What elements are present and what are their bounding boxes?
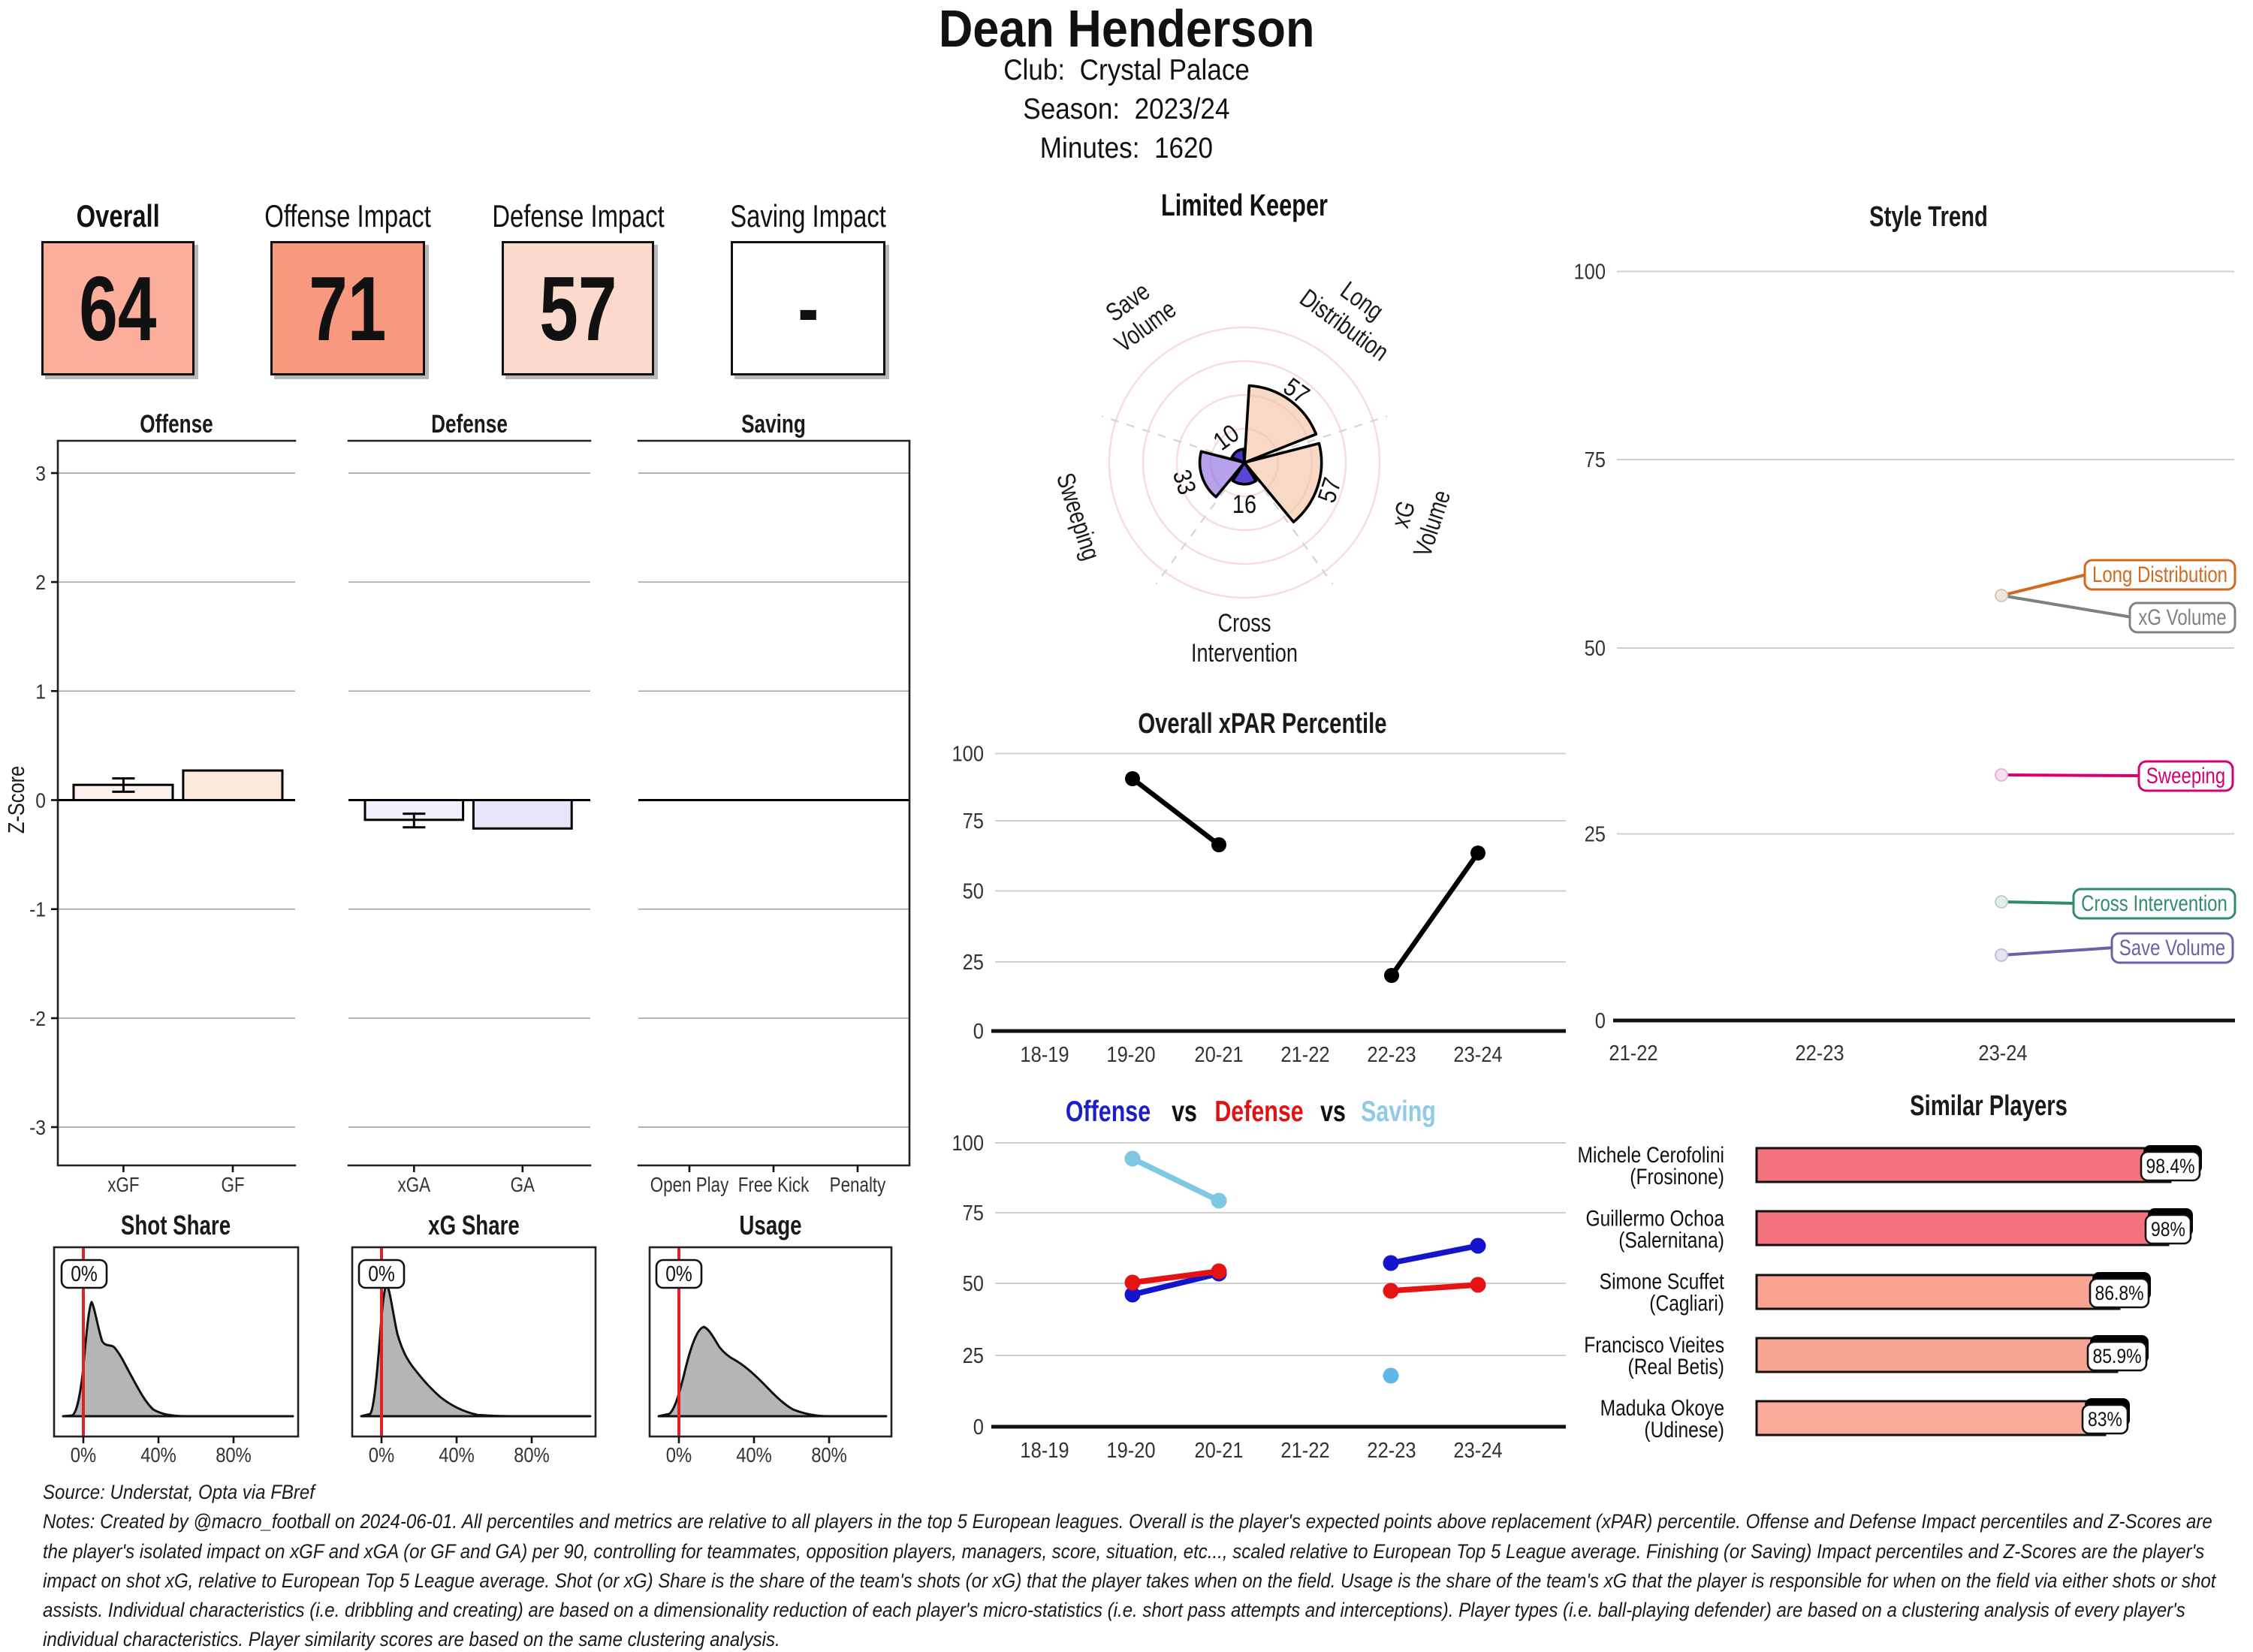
- svg-text:Save Volume: Save Volume: [2119, 934, 2225, 960]
- svg-text:23-24: 23-24: [1978, 1040, 2027, 1065]
- svg-text:19-20: 19-20: [1106, 1042, 1155, 1066]
- svg-text:40%: 40%: [736, 1442, 772, 1467]
- svg-text:0: 0: [35, 788, 46, 812]
- svg-text:22-23: 22-23: [1367, 1437, 1416, 1462]
- svg-text:20-21: 20-21: [1194, 1042, 1243, 1066]
- svg-text:Similar Players: Similar Players: [1910, 1090, 2068, 1122]
- svg-text:83%: 83%: [2088, 1408, 2122, 1430]
- svg-text:Open Play: Open Play: [650, 1174, 729, 1197]
- svg-text:Guillermo Ochoa: Guillermo Ochoa: [1585, 1205, 1724, 1231]
- svg-text:20-21: 20-21: [1194, 1437, 1243, 1462]
- svg-text:Overall xPAR Percentile: Overall xPAR Percentile: [1138, 707, 1386, 740]
- svg-text:80%: 80%: [216, 1442, 252, 1467]
- svg-text:25: 25: [1585, 821, 1606, 846]
- svg-text:85.9%: 85.9%: [2092, 1345, 2141, 1367]
- svg-text:23-24: 23-24: [1453, 1042, 1502, 1066]
- svg-text:19-20: 19-20: [1106, 1437, 1155, 1462]
- svg-text:Penalty: Penalty: [830, 1174, 886, 1197]
- svg-text:Saving: Saving: [741, 411, 806, 439]
- svg-text:0%: 0%: [665, 1262, 692, 1286]
- svg-text:0: 0: [973, 1018, 984, 1043]
- svg-text:22-23: 22-23: [1367, 1042, 1416, 1066]
- svg-text:80%: 80%: [811, 1442, 847, 1467]
- svg-text:100: 100: [952, 1130, 984, 1155]
- svg-text:xGF: xGF: [107, 1174, 139, 1197]
- svg-text:75: 75: [1585, 447, 1606, 472]
- svg-text:Maduka Okoye: Maduka Okoye: [1600, 1395, 1724, 1421]
- svg-text:GA: GA: [511, 1174, 535, 1197]
- svg-text:0%: 0%: [71, 1442, 96, 1467]
- svg-text:Free Kick: Free Kick: [738, 1174, 810, 1197]
- svg-text:Sweeping: Sweeping: [1051, 469, 1106, 563]
- svg-text:(Cagliari): (Cagliari): [1649, 1290, 1724, 1316]
- svg-text:23-24: 23-24: [1453, 1437, 1502, 1462]
- svg-text:Limited Keeper: Limited Keeper: [1161, 188, 1328, 222]
- svg-text:0%: 0%: [368, 1262, 395, 1286]
- svg-text:21-22: 21-22: [1280, 1042, 1329, 1066]
- svg-text:40%: 40%: [140, 1442, 176, 1467]
- svg-text:Sweeping: Sweeping: [2146, 762, 2225, 788]
- svg-text:Defense: Defense: [431, 411, 508, 439]
- svg-text:vs: vs: [1320, 1095, 1346, 1127]
- svg-text:xGA: xGA: [398, 1174, 431, 1197]
- svg-text:0: 0: [973, 1414, 984, 1439]
- svg-text:-2: -2: [29, 1006, 46, 1030]
- svg-text:Michele Cerofolini: Michele Cerofolini: [1578, 1142, 1724, 1168]
- svg-text:98%: 98%: [2151, 1218, 2185, 1241]
- svg-text:Offense: Offense: [1066, 1095, 1151, 1127]
- svg-text:xG Share: xG Share: [428, 1210, 520, 1241]
- svg-text:Simone Scuffet: Simone Scuffet: [1600, 1268, 1725, 1294]
- svg-text:0%: 0%: [71, 1262, 98, 1286]
- svg-text:Z-Score: Z-Score: [4, 766, 30, 834]
- svg-text:25: 25: [963, 949, 984, 974]
- svg-text:Long Distribution: Long Distribution: [2092, 561, 2227, 586]
- svg-text:50: 50: [1585, 635, 1606, 660]
- svg-text:100: 100: [952, 741, 984, 766]
- svg-text:0%: 0%: [369, 1442, 394, 1467]
- svg-text:40%: 40%: [439, 1442, 475, 1467]
- svg-text:3: 3: [35, 462, 46, 486]
- svg-text:2: 2: [35, 571, 46, 595]
- svg-text:0: 0: [1595, 1008, 1606, 1032]
- svg-text:1: 1: [35, 680, 46, 704]
- svg-text:Usage: Usage: [739, 1210, 801, 1241]
- svg-text:Cross Intervention: Cross Intervention: [2081, 890, 2227, 915]
- svg-text:57: 57: [1312, 474, 1347, 506]
- svg-text:75: 75: [963, 1200, 984, 1225]
- svg-text:GF: GF: [221, 1174, 244, 1197]
- svg-text:50: 50: [963, 879, 984, 903]
- svg-text:18-19: 18-19: [1020, 1042, 1069, 1066]
- svg-text:33: 33: [1167, 466, 1202, 499]
- svg-text:100: 100: [1573, 259, 1606, 284]
- svg-text:(Real Betis): (Real Betis): [1628, 1354, 1724, 1379]
- svg-text:Intervention: Intervention: [1191, 638, 1298, 668]
- svg-text:-1: -1: [29, 897, 46, 921]
- svg-text:25: 25: [963, 1343, 984, 1367]
- svg-text:86.8%: 86.8%: [2095, 1282, 2143, 1304]
- svg-text:(Salernitana): (Salernitana): [1618, 1227, 1724, 1253]
- svg-text:-3: -3: [29, 1116, 46, 1140]
- svg-text:21-22: 21-22: [1280, 1437, 1329, 1462]
- svg-text:Defense: Defense: [1214, 1095, 1303, 1127]
- svg-text:Francisco Vieites: Francisco Vieites: [1584, 1332, 1724, 1358]
- svg-text:xG Volume: xG Volume: [2138, 604, 2226, 629]
- svg-text:98.4%: 98.4%: [2146, 1155, 2194, 1177]
- svg-text:18-19: 18-19: [1020, 1437, 1069, 1462]
- svg-text:Saving: Saving: [1361, 1095, 1436, 1127]
- svg-text:21-22: 21-22: [1609, 1040, 1657, 1065]
- svg-text:Shot Share: Shot Share: [121, 1210, 231, 1241]
- svg-text:vs: vs: [1172, 1095, 1197, 1127]
- svg-text:16: 16: [1232, 490, 1256, 519]
- svg-text:50: 50: [963, 1271, 984, 1295]
- svg-text:0%: 0%: [666, 1442, 692, 1467]
- svg-text:Style Trend: Style Trend: [1869, 200, 1988, 233]
- svg-text:22-23: 22-23: [1795, 1040, 1844, 1065]
- svg-text:(Udinese): (Udinese): [1644, 1417, 1724, 1442]
- svg-text:(Frosinone): (Frosinone): [1630, 1164, 1724, 1189]
- svg-text:Cross: Cross: [1218, 608, 1271, 638]
- svg-text:80%: 80%: [514, 1442, 550, 1467]
- svg-text:Offense: Offense: [140, 411, 213, 439]
- svg-text:75: 75: [963, 808, 984, 833]
